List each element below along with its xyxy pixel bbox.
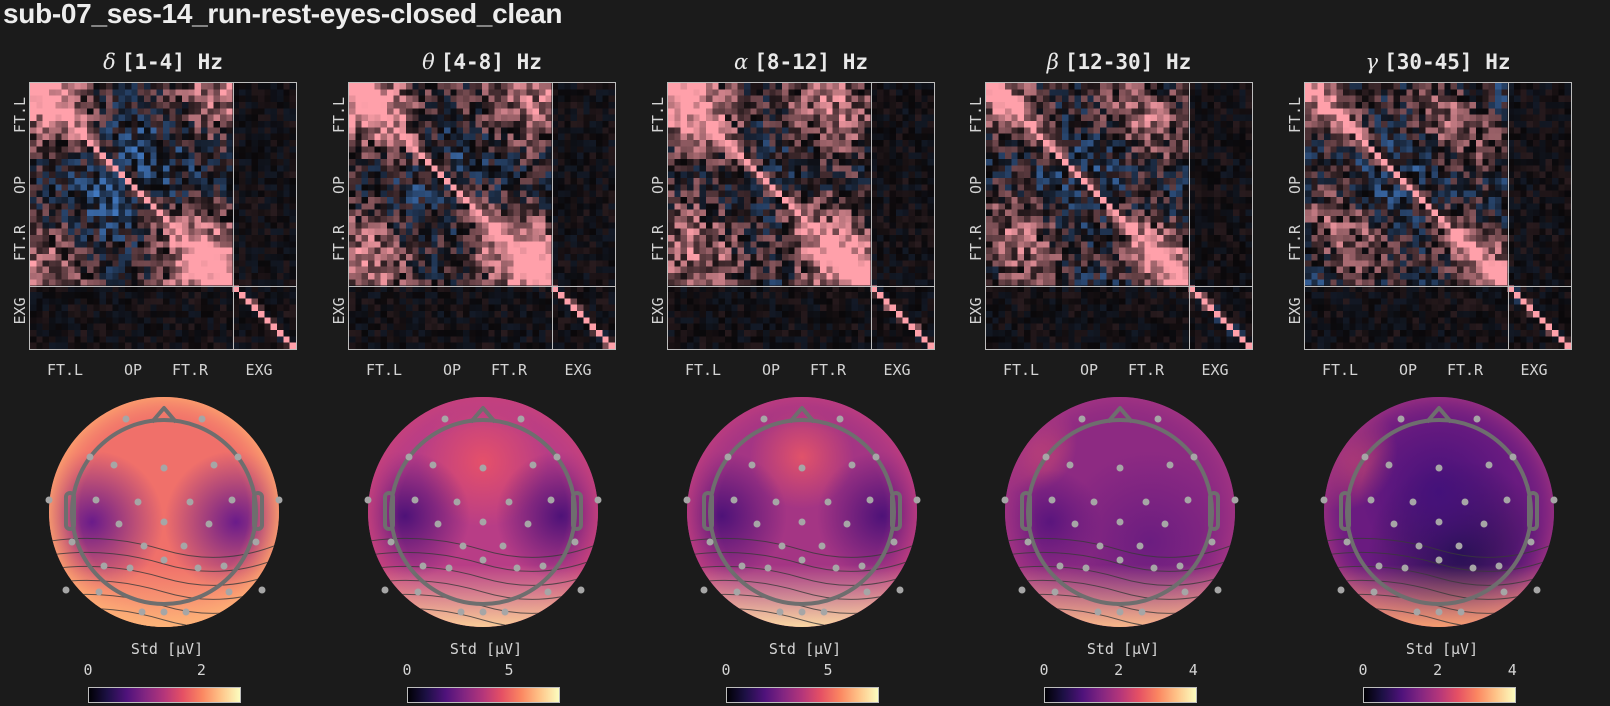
colorbar-tick: 0 (721, 661, 731, 679)
topomap (1001, 397, 1239, 627)
ytick-label: FT.R (1286, 224, 1304, 262)
correlation-matrix (1304, 82, 1572, 350)
ytick-label: FT.R (649, 224, 667, 262)
xtick-label: FT.L (46, 361, 84, 379)
xtick-label: OP (123, 361, 143, 379)
xtick-label: EXG (564, 361, 592, 379)
colorbar-tick: 0 (1358, 661, 1368, 679)
colorbar-label: Std [μV] (768, 640, 842, 658)
colorbar (407, 687, 560, 703)
colorbar-tick: 2 (1114, 661, 1124, 679)
colorbar (88, 687, 241, 703)
colorbar-label: Std [μV] (1405, 640, 1479, 658)
ytick-label: EXG (330, 297, 348, 325)
colorbar-label: Std [μV] (1086, 640, 1160, 658)
band-panel-1: θ [4-8] Hz FT.L OP FT.R EXG FT.L OP FT.R … (330, 0, 651, 706)
colorbar-tick: 0 (83, 661, 93, 679)
ytick-label: OP (1286, 175, 1304, 195)
topomap (364, 397, 602, 627)
ytick-label: EXG (967, 297, 985, 325)
matrix-canvas (668, 83, 934, 349)
correlation-matrix (348, 82, 616, 350)
band-panel-2: α [8-12] Hz FT.L OP FT.R EXG FT.L OP FT.R… (649, 0, 970, 706)
colorbar-tick: 4 (1188, 661, 1198, 679)
xtick-label: EXG (1201, 361, 1229, 379)
ytick-label: FT.L (1286, 96, 1304, 134)
ytick-label: OP (649, 175, 667, 195)
colorbar (1044, 687, 1197, 703)
group-divider (349, 286, 615, 287)
colorbar-tick: 2 (1433, 661, 1443, 679)
matrix-canvas (986, 83, 1252, 349)
figure-title: sub-07_ses-14_run-rest-eyes-closed_clean (3, 0, 563, 29)
ytick-label: FT.L (330, 96, 348, 134)
colorbar-tick: 0 (1039, 661, 1049, 679)
xtick-label: OP (442, 361, 462, 379)
xtick-label: FT.L (1002, 361, 1040, 379)
topomap (1320, 397, 1558, 627)
group-divider (552, 83, 553, 349)
xtick-label: FT.L (1321, 361, 1359, 379)
xtick-label: OP (1079, 361, 1099, 379)
ytick-label: EXG (1286, 297, 1304, 325)
group-divider (233, 83, 234, 349)
colorbar-tick: 5 (504, 661, 514, 679)
group-divider (1508, 83, 1509, 349)
colorbar-tick: 2 (196, 661, 206, 679)
band-title: δ [1-4] Hz (103, 50, 223, 74)
topomap (45, 397, 283, 627)
ytick-label: FT.R (11, 224, 29, 262)
xtick-label: EXG (245, 361, 273, 379)
xtick-label: FT.L (684, 361, 722, 379)
ytick-label: FT.L (967, 96, 985, 134)
ytick-label: FT.R (967, 224, 985, 262)
correlation-matrix (29, 82, 297, 350)
ytick-label: OP (11, 175, 29, 195)
ytick-label: FT.L (11, 96, 29, 134)
ytick-label: FT.L (649, 96, 667, 134)
correlation-matrix (667, 82, 935, 350)
xtick-label: OP (761, 361, 781, 379)
colorbar (726, 687, 879, 703)
band-title: γ [30-45] Hz (1365, 50, 1511, 74)
ytick-label: OP (967, 175, 985, 195)
group-divider (986, 286, 1252, 287)
correlation-matrix (985, 82, 1253, 350)
group-divider (668, 286, 934, 287)
xtick-label: OP (1398, 361, 1418, 379)
band-title: β [12-30] Hz (1046, 50, 1192, 74)
colorbar-tick: 4 (1507, 661, 1517, 679)
ytick-label: OP (330, 175, 348, 195)
xtick-label: FT.R (809, 361, 847, 379)
colorbar-tick: 0 (402, 661, 412, 679)
ytick-label: EXG (649, 297, 667, 325)
ytick-label: FT.R (330, 224, 348, 262)
xtick-label: FT.R (490, 361, 528, 379)
band-panel-4: γ [30-45] Hz FT.L OP FT.R EXG FT.L OP FT.… (1286, 0, 1607, 706)
group-divider (1189, 83, 1190, 349)
band-title: θ [4-8] Hz (422, 50, 542, 74)
band-panel-0: δ [1-4] Hz FT.L OP FT.R EXG FT.L OP FT.R … (11, 0, 332, 706)
group-divider (30, 286, 296, 287)
xtick-label: FT.R (1127, 361, 1165, 379)
matrix-canvas (349, 83, 615, 349)
matrix-canvas (30, 83, 296, 349)
colorbar-label: Std [μV] (130, 640, 204, 658)
group-divider (871, 83, 872, 349)
group-divider (1305, 286, 1571, 287)
colorbar-label: Std [μV] (449, 640, 523, 658)
colorbar-tick: 5 (823, 661, 833, 679)
xtick-label: EXG (883, 361, 911, 379)
colorbar (1363, 687, 1516, 703)
xtick-label: EXG (1520, 361, 1548, 379)
xtick-label: FT.R (171, 361, 209, 379)
band-title: α [8-12] Hz (734, 50, 868, 74)
xtick-label: FT.L (365, 361, 403, 379)
ytick-label: EXG (11, 297, 29, 325)
band-panel-3: β [12-30] Hz FT.L OP FT.R EXG FT.L OP FT.… (967, 0, 1288, 706)
matrix-canvas (1305, 83, 1571, 349)
topomap (683, 397, 921, 627)
xtick-label: FT.R (1446, 361, 1484, 379)
